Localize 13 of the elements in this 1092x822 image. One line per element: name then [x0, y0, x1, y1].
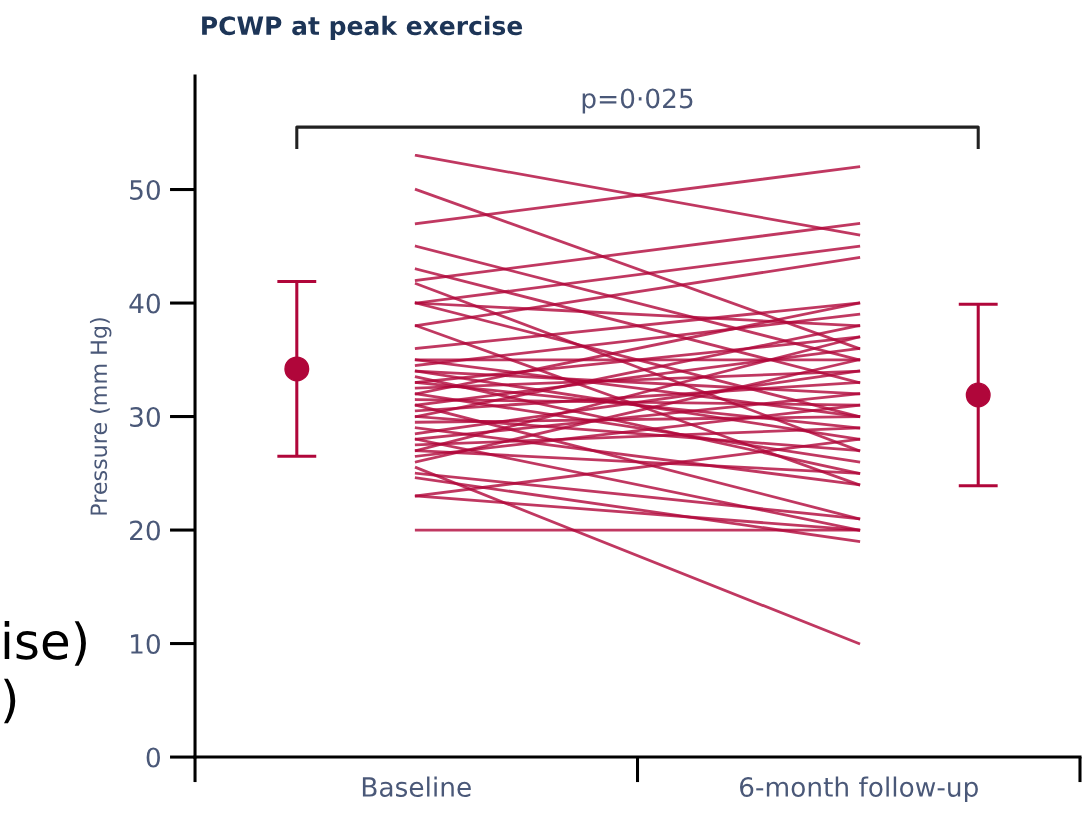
- y-axis-title: Pressure (mm Hg): [89, 318, 112, 515]
- chart-title: PCWP at peak exercise: [202, 15, 523, 41]
- text: ): [4, 678, 16, 724]
- y-tick-label: 20: [130, 520, 160, 541]
- text: ise): [4, 621, 86, 666]
- y-tick-label: 40: [129, 293, 160, 314]
- annotation: p=0·025: [582, 88, 693, 114]
- y-tick-label: 0: [146, 747, 160, 768]
- x-tick-label: 6-month follow-up: [740, 776, 978, 803]
- x-tick-label: Baseline: [362, 776, 471, 797]
- y-tick-label: 50: [130, 179, 160, 200]
- y-tick-label: 10: [131, 634, 160, 654]
- y-tick-label: 30: [130, 406, 160, 427]
